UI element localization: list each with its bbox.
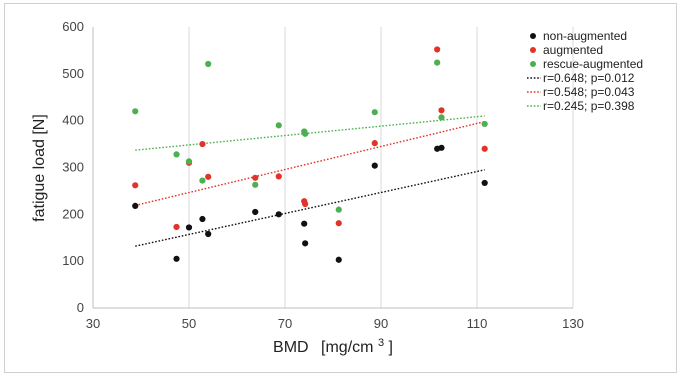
grid-lines: [188, 27, 574, 308]
legend: non-augmentedaugmentedrescue-augmentedr=…: [527, 29, 643, 113]
point-rescue-augmented-1: [173, 151, 180, 158]
legend-label-trend-2: r=0.245; p=0.398: [543, 99, 635, 113]
point-non-augmented-2: [185, 224, 193, 231]
point-augmented-6: [275, 173, 282, 180]
point-non-augmented-7: [301, 220, 308, 227]
point-augmented-8: [302, 200, 309, 208]
trendline-1: [135, 120, 485, 207]
point-rescue-augmented-3: [199, 177, 206, 184]
y-tick-label-200: 200: [62, 206, 84, 221]
point-augmented-11: [434, 46, 441, 53]
legend-label-rescue-augmented: rescue-augmented: [543, 57, 643, 71]
x-axis-title-main: BMD: [273, 339, 309, 356]
legend-label-trend-1: r=0.548; p=0.043: [543, 85, 635, 99]
x-axis-title-unit-close: ]: [389, 339, 393, 356]
trendlines: [135, 115, 485, 247]
point-non-augmented-6: [275, 211, 282, 218]
x-tick-label-110: 110: [467, 316, 488, 331]
legend-label-non-augmented: non-augmented: [543, 29, 627, 43]
point-augmented-13: [481, 145, 488, 152]
point-non-augmented-0: [132, 202, 139, 210]
y-axis-title: fatigue load [N]: [31, 114, 48, 222]
point-augmented-10: [371, 140, 378, 147]
point-rescue-augmented-4: [205, 60, 212, 68]
y-tick-label-0: 0: [77, 300, 84, 315]
point-rescue-augmented-13: [481, 120, 488, 128]
point-augmented-4: [205, 173, 212, 180]
point-rescue-augmented-0: [132, 108, 139, 115]
trendline-2: [135, 115, 485, 151]
x-tick-label-130: 130: [562, 316, 584, 331]
y-tick-label-300: 300: [62, 160, 84, 175]
point-rescue-augmented-6: [275, 122, 282, 129]
point-non-augmented-13: [481, 179, 488, 187]
point-augmented-1: [173, 223, 180, 231]
point-non-augmented-10: [371, 162, 378, 169]
y-tick-labels: 0 100 200 300 400 500 600: [62, 19, 84, 315]
legend-label-trend-0: r=0.648; p=0.012: [543, 71, 635, 85]
legend-marker-rescue-augmented: [530, 61, 536, 67]
x-axis-title: BMD [mg/cm 3 ]: [273, 333, 393, 356]
x-axis-title-unit: [mg/cm: [321, 339, 373, 356]
point-augmented-0: [132, 182, 139, 189]
point-rescue-augmented-2: [185, 158, 193, 165]
point-augmented-9: [335, 220, 342, 227]
x-tick-labels: 30 50 70 90 110 130: [86, 316, 584, 331]
point-rescue-augmented-10: [371, 109, 378, 116]
point-non-augmented-5: [252, 208, 259, 216]
x-tick-label-90: 90: [374, 316, 388, 331]
x-tick-label-50: 50: [182, 316, 196, 331]
legend-marker-augmented: [530, 47, 536, 53]
x-tick-label-30: 30: [86, 316, 100, 331]
point-rescue-augmented-8: [302, 130, 309, 137]
y-tick-label-100: 100: [62, 253, 84, 268]
point-non-augmented-8: [302, 240, 309, 247]
data-points: [132, 46, 488, 263]
point-non-augmented-1: [173, 255, 180, 262]
point-non-augmented-12: [438, 144, 445, 151]
point-augmented-3: [199, 140, 206, 148]
point-augmented-12: [438, 107, 445, 114]
point-rescue-augmented-5: [252, 181, 259, 188]
x-axis-title-unit-sup: 3: [378, 337, 384, 349]
trendline-0: [135, 169, 485, 247]
legend-marker-non-augmented: [530, 33, 536, 39]
point-rescue-augmented-9: [335, 206, 342, 213]
point-augmented-5: [252, 174, 259, 181]
y-tick-label-400: 400: [62, 113, 84, 128]
point-non-augmented-9: [335, 256, 342, 263]
point-rescue-augmented-12: [438, 114, 445, 121]
y-tick-label-600: 600: [62, 19, 84, 34]
point-non-augmented-3: [199, 215, 206, 223]
legend-label-augmented: augmented: [543, 43, 603, 57]
x-tick-label-70: 70: [278, 316, 292, 331]
chart-frame: [4, 3, 677, 373]
point-non-augmented-4: [205, 230, 212, 238]
y-tick-label-500: 500: [62, 66, 84, 81]
point-rescue-augmented-11: [434, 59, 441, 66]
